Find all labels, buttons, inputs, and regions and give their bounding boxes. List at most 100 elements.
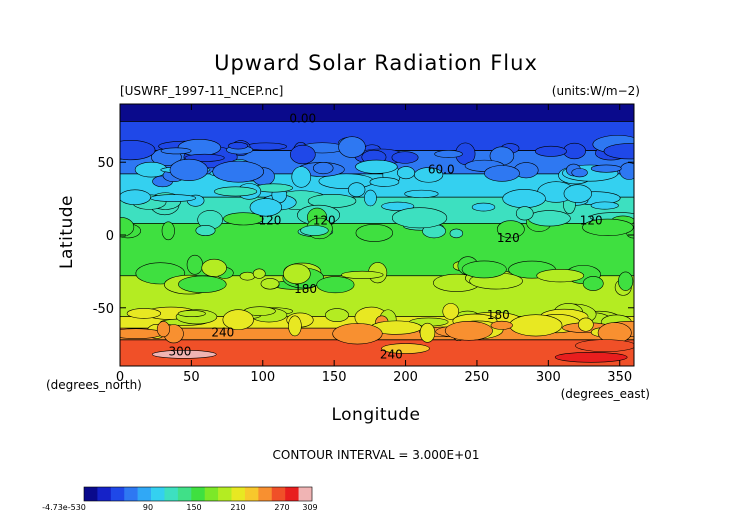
colorbar-swatch (298, 487, 313, 501)
colorbar-tick-label: 270 (274, 503, 289, 512)
colorbar-swatch (218, 487, 232, 501)
x-tick-label: 350 (607, 370, 632, 385)
heatmap-patch (169, 158, 209, 181)
colorbar-tick-label: -4.73e-530 (42, 503, 86, 512)
y-tick-label: 0 (106, 229, 114, 244)
heatmap-patch (571, 168, 588, 178)
heatmap-patch (341, 270, 384, 279)
contour-label: 300 (169, 344, 192, 358)
contour-label: 240 (380, 347, 403, 361)
heatmap-patch (249, 198, 283, 217)
contour-label: 120 (258, 213, 281, 227)
heatmap-patch (590, 201, 619, 210)
heatmap-patch (161, 221, 175, 241)
x-tick-label: 250 (465, 370, 490, 385)
heatmap-patch (325, 308, 349, 322)
heatmap-patch (289, 144, 316, 165)
x-axis: 0 50 100 150 200 250 300 350 (116, 104, 632, 385)
heatmap-patch (509, 314, 563, 337)
heatmap-patch (126, 308, 162, 319)
heatmap-patch (355, 159, 398, 174)
heatmap-patch (283, 263, 311, 285)
heatmap-patch (575, 339, 634, 352)
colorbar-swatch (151, 487, 165, 501)
y-tick-label: 50 (97, 156, 114, 171)
contour-label: 180 (487, 308, 510, 322)
y-unit-label: (degrees_north) (46, 378, 142, 392)
heatmap-patch (563, 184, 592, 203)
contour-label: 60.0 (428, 163, 455, 177)
y-axis-label: Latitude (57, 195, 77, 269)
heatmap-patch (120, 139, 156, 161)
heatmap-detail (120, 135, 634, 363)
heatmap-patch (178, 275, 227, 293)
heatmap-patch (150, 194, 197, 202)
heatmap-patch (120, 217, 135, 238)
colorbar-tick-label: 309 (302, 503, 317, 512)
contour-label: 0.00 (289, 112, 316, 126)
colorbar-swatch (244, 487, 259, 501)
heatmap-patch (288, 315, 302, 337)
heatmap-patch (355, 223, 394, 242)
colorbar: -4.73e-530 90 150 210 270 309 (42, 486, 318, 512)
y-axis: -50 0 50 (93, 156, 634, 317)
heatmap-patch (534, 145, 567, 157)
heatmap-patch (222, 309, 254, 331)
heatmap-patch (177, 310, 206, 318)
contour-interval: CONTOUR INTERVAL = 3.000E+01 (273, 448, 480, 462)
heatmap-patch (212, 160, 264, 183)
heatmap-patch (582, 276, 604, 291)
x-tick-label: 0 (116, 370, 124, 385)
units-label: (units:W/m−2) (552, 84, 640, 98)
heatmap-patch (515, 206, 534, 221)
heatmap-patch (364, 189, 377, 207)
colorbar-swatch (285, 487, 299, 501)
heatmap-patch (603, 143, 634, 160)
colorbar-swatch (137, 487, 152, 501)
heatmap-patch (316, 276, 355, 294)
heatmap-patch (619, 162, 634, 180)
heatmap-patch (419, 322, 436, 343)
colorbar-tick-label: 150 (186, 503, 201, 512)
colorbar-swatch (258, 487, 273, 501)
heatmap-patch (381, 201, 415, 211)
x-tick-label: 200 (393, 370, 418, 385)
heatmap-patch (554, 351, 628, 363)
heatmap-patch (490, 320, 513, 330)
heatmap-patch (496, 220, 525, 239)
x-axis-label: Longitude (331, 405, 420, 425)
heatmap-patch (484, 165, 520, 182)
y-tick-label: -50 (93, 302, 114, 317)
heatmap-patch (151, 350, 217, 359)
heatmap-patch (578, 317, 594, 332)
colorbar-swatch (191, 487, 206, 501)
contour-label: 240 (211, 326, 234, 340)
colorbar-swatch (231, 487, 246, 501)
heatmap-patch (332, 323, 383, 345)
heatmap-patch (461, 260, 507, 279)
colorbar-swatch (84, 487, 98, 501)
x-unit-label: (degrees_east) (561, 387, 650, 401)
heatmap-patch (239, 271, 256, 281)
colorbar-swatch (271, 487, 286, 501)
heatmap-patch (348, 182, 366, 197)
heatmap-patch (369, 177, 400, 187)
heatmap-patch (120, 328, 163, 339)
heatmap-patch (404, 189, 439, 198)
colorbar-swatch (177, 487, 192, 501)
colorbar-tick-label: 90 (143, 503, 153, 512)
colorbar-swatch (124, 487, 138, 501)
heatmap-patch (291, 166, 312, 188)
heatmap-patch (300, 225, 329, 236)
file-label: [USWRF_1997-11_NCEP.nc] (120, 84, 283, 98)
heatmap-patch (391, 207, 448, 229)
heatmap-patch (396, 166, 416, 180)
colorbar-swatch (204, 487, 219, 501)
heatmap-patch (214, 186, 258, 197)
contour-label: 120 (313, 213, 336, 227)
heatmap-patch (201, 258, 227, 277)
contour-labels: 0.00 60.0 120 120 120 120 180 180 240 240 300 (169, 112, 603, 362)
x-tick-label: 300 (536, 370, 561, 385)
heatmap-patch (195, 225, 216, 237)
x-tick-label: 150 (322, 370, 347, 385)
